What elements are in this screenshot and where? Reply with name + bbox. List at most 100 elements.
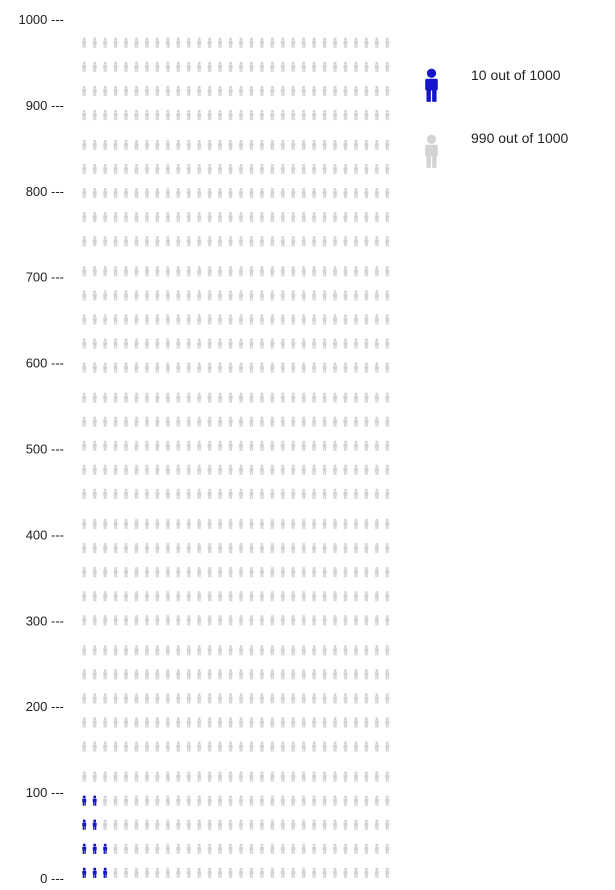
person-icon <box>165 795 170 806</box>
person-icon <box>270 266 275 277</box>
person-icon <box>124 212 128 223</box>
person-icon <box>82 314 87 325</box>
person-icon <box>92 693 97 704</box>
person-icon <box>218 440 223 451</box>
person-icon <box>385 37 390 48</box>
person-icon <box>176 440 181 451</box>
person-icon <box>207 85 212 96</box>
person-icon <box>134 212 139 223</box>
person-icon <box>124 669 128 680</box>
person-icon <box>249 488 254 499</box>
person-icon <box>207 615 212 626</box>
person-icon <box>249 266 254 277</box>
person-icon <box>333 139 337 151</box>
person-icon <box>124 615 128 626</box>
person-icon <box>374 212 379 223</box>
person-icon <box>354 236 358 247</box>
person-icon <box>291 266 296 277</box>
person-icon <box>165 440 170 451</box>
person-icon <box>155 819 160 830</box>
person-icon <box>207 440 212 451</box>
person-icon <box>249 645 254 656</box>
person-icon <box>322 212 327 223</box>
person-icon <box>385 717 390 728</box>
person-icon <box>280 61 285 72</box>
person-icon <box>259 163 264 175</box>
person-icon <box>124 771 128 782</box>
person-icon <box>312 741 317 752</box>
person-icon <box>176 645 181 656</box>
person-icon <box>186 290 191 301</box>
person-icon <box>374 187 379 199</box>
person-icon <box>82 392 87 403</box>
y-tick-label: 1000 --- <box>18 12 64 27</box>
person-icon <box>239 392 243 403</box>
person-icon <box>322 795 327 806</box>
person-icon <box>333 290 337 301</box>
person-icon <box>301 212 306 223</box>
person-icon <box>176 590 181 602</box>
person-icon <box>92 236 97 247</box>
person-icon <box>218 518 223 530</box>
person-icon <box>385 139 390 151</box>
person-icon <box>301 163 306 175</box>
person-icon <box>291 109 296 121</box>
person-icon <box>228 488 233 499</box>
person-icon <box>312 85 317 96</box>
person-icon <box>354 440 358 451</box>
person-icon <box>385 416 390 427</box>
person-icon <box>92 109 97 121</box>
person-icon <box>259 109 264 121</box>
person-icon <box>165 518 170 530</box>
highlighted-person-icon <box>82 867 87 878</box>
person-icon <box>239 741 243 752</box>
person-icon <box>239 645 243 656</box>
person-icon <box>197 290 202 301</box>
person-icon <box>312 109 317 121</box>
person-icon <box>186 615 191 626</box>
person-icon <box>134 37 139 48</box>
person-icon <box>322 771 327 782</box>
person-icon <box>92 590 97 602</box>
person-icon <box>333 212 337 223</box>
highlighted-person-icon <box>82 819 87 830</box>
person-icon <box>343 109 348 121</box>
person-icon <box>280 741 285 752</box>
person-icon <box>124 416 128 427</box>
person-icon <box>145 843 149 854</box>
person-icon <box>333 843 337 854</box>
person-icon <box>239 566 243 578</box>
person-icon <box>374 843 379 854</box>
person-icon <box>92 212 97 223</box>
person-icon <box>322 615 327 626</box>
person-icon <box>343 741 348 752</box>
person-icon <box>186 338 191 349</box>
person-icon <box>270 542 275 554</box>
person-icon <box>333 266 337 277</box>
legend: 10 out of 1000 990 out of 1000 <box>425 67 569 168</box>
person-icon <box>385 236 390 247</box>
person-icon <box>354 314 358 325</box>
person-icon <box>259 693 264 704</box>
person-icon <box>239 37 243 48</box>
person-icon <box>364 795 369 806</box>
person-icon <box>280 212 285 223</box>
person-icon <box>124 61 128 72</box>
person-icon <box>312 843 317 854</box>
person-icon <box>155 645 160 656</box>
person-icon <box>259 590 264 602</box>
person-icon <box>82 693 87 704</box>
person-icon <box>228 440 233 451</box>
person-icon <box>82 741 87 752</box>
person-icon <box>364 717 369 728</box>
legend-label: 10 out of 1000 <box>471 67 561 83</box>
person-icon <box>197 37 202 48</box>
person-icon <box>322 566 327 578</box>
person-icon <box>364 338 369 349</box>
person-icon <box>343 37 348 48</box>
person-icon <box>259 867 264 878</box>
person-icon <box>155 867 160 878</box>
person-icon <box>103 518 108 530</box>
person-icon <box>145 362 149 373</box>
person-icon <box>155 416 160 427</box>
